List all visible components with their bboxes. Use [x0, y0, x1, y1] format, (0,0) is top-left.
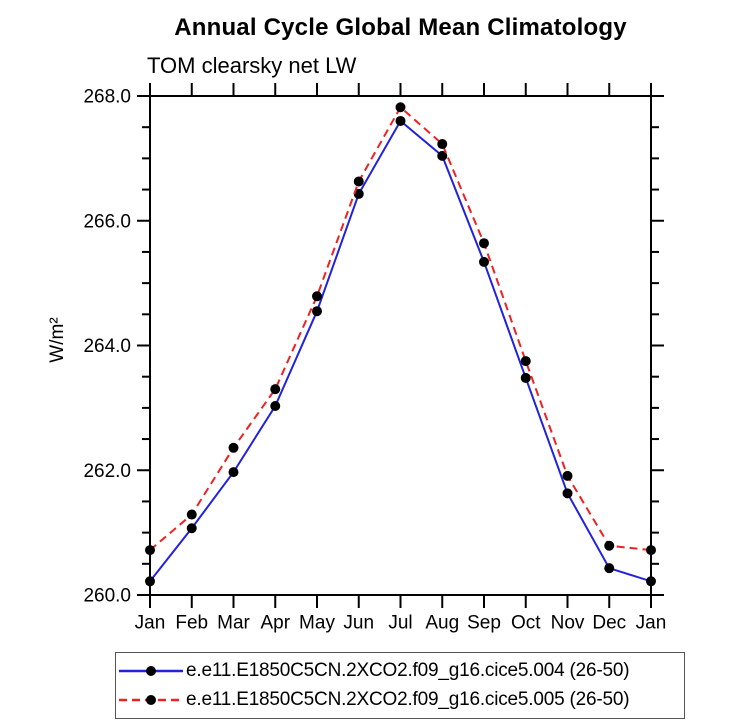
x-tick-label: Dec — [592, 613, 626, 634]
x-tick-label: Nov — [551, 613, 585, 634]
data-point-marker — [145, 576, 155, 587]
data-point-marker — [646, 576, 656, 587]
data-point-marker — [437, 150, 448, 161]
data-point-marker — [562, 488, 573, 499]
x-tick-label: Aug — [425, 613, 459, 634]
series-line-1 — [149, 119, 652, 583]
legend-label-series-1: e.e11.E1850C5CN.2XCO2.f09_g16.cice5.004 … — [186, 660, 630, 681]
x-tick-label: Jan — [135, 613, 166, 634]
legend-sample-marker-icon — [146, 666, 156, 676]
data-point-marker — [186, 523, 197, 534]
y-tick-label: 268.0 — [83, 87, 131, 108]
data-point-marker — [353, 176, 364, 187]
data-point-marker — [312, 291, 322, 302]
x-tick-label: Jun — [343, 613, 374, 634]
data-point-marker — [353, 188, 364, 199]
x-tick-label: Apr — [260, 613, 290, 634]
data-point-marker — [520, 356, 531, 367]
data-point-marker — [270, 401, 281, 412]
legend-line-sample-solid — [119, 666, 183, 676]
data-point-marker — [395, 115, 406, 126]
data-point-marker — [479, 238, 489, 249]
plot-area: 260.0 262.0 264.0 266.0 268.0 Jan Feb Mar Apr May… — [83, 83, 667, 634]
legend-box: e.e11.E1850C5CN.2XCO2.f09_g16.cice5.004 … — [115, 652, 685, 719]
x-tick-label: Feb — [175, 613, 208, 634]
data-point-marker — [520, 372, 531, 383]
data-point-marker — [562, 470, 573, 481]
data-point-marker — [145, 545, 155, 556]
chart-title: Annual Cycle Global Mean Climatology — [174, 14, 627, 41]
data-point-marker — [395, 102, 406, 113]
y-tick-label: 260.0 — [83, 586, 131, 607]
data-point-marker — [604, 563, 615, 574]
x-tick-label: Jul — [388, 613, 412, 634]
data-point-marker — [604, 540, 615, 551]
data-point-marker — [270, 384, 281, 395]
legend-label-series-2: e.e11.E1850C5CN.2XCO2.f09_g16.cice5.005 … — [186, 689, 630, 710]
legend-sample-marker-icon — [146, 695, 156, 705]
y-tick-label: 266.0 — [83, 211, 131, 232]
data-point-marker — [186, 509, 197, 520]
legend-item-series-2: e.e11.E1850C5CN.2XCO2.f09_g16.cice5.005 … — [116, 686, 684, 714]
data-point-marker — [228, 442, 239, 453]
x-tick-label: Jan — [636, 613, 667, 634]
x-tick-label: May — [299, 613, 335, 634]
x-tick-label: Mar — [217, 613, 250, 634]
y-tick-label: 264.0 — [83, 336, 131, 357]
chart-subtitle: TOM clearsky net LW — [147, 53, 357, 78]
legend-line-sample-dashed — [119, 695, 183, 705]
data-point-marker — [479, 256, 489, 267]
data-point-marker — [228, 467, 239, 478]
data-point-marker — [312, 306, 322, 317]
y-tick-label: 262.0 — [83, 461, 131, 482]
legend-item-series-1: e.e11.E1850C5CN.2XCO2.f09_g16.cice5.004 … — [116, 657, 684, 685]
x-tick-label: Oct — [511, 613, 541, 634]
data-point-marker — [646, 545, 656, 556]
data-point-marker — [437, 139, 448, 150]
x-tick-label: Sep — [467, 613, 501, 634]
